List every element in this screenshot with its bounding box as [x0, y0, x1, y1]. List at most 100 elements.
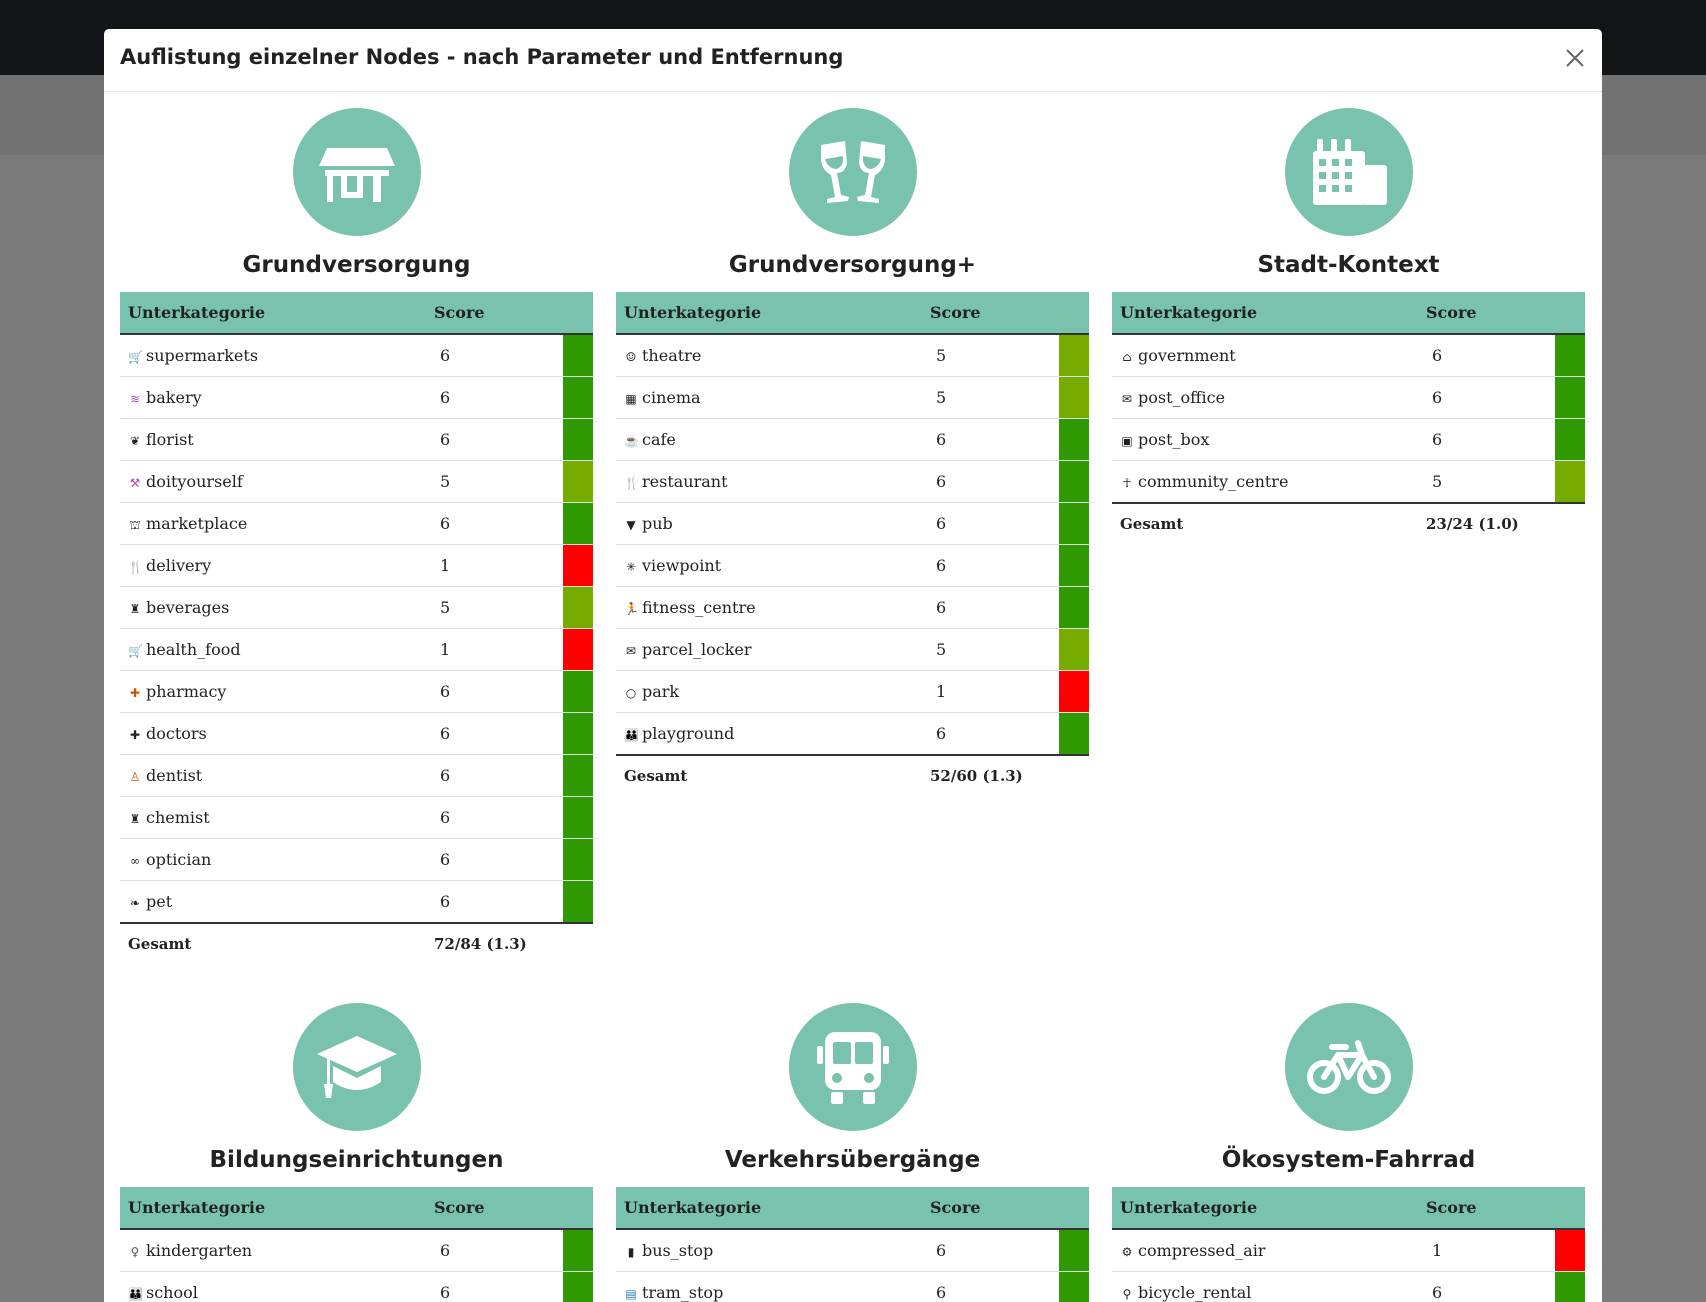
- score-table: Unterkategorie Score ⚙ compressed_air 1 ⚲ bicy…: [1112, 1187, 1585, 1302]
- table-row: ▦ cinema 5: [616, 376, 1089, 419]
- score-color-indicator: [1059, 628, 1089, 671]
- total-row: Gesamt 23/24 (1.0): [1112, 502, 1585, 544]
- children-icon: 👪: [624, 728, 639, 742]
- beer-icon: ▼: [626, 518, 636, 532]
- category-grundversorgung-: Grundversorgung+ Unterkategorie Score ☺ thea…: [616, 108, 1089, 796]
- bus-icon: ▮: [627, 1245, 635, 1259]
- subcategory-label: bus_stop: [642, 1241, 714, 1260]
- score-color-swatch: [563, 587, 593, 628]
- subcategory-cell: ▤ tram_stop: [616, 1271, 930, 1302]
- score-value: 6: [930, 502, 1059, 545]
- subcategory-label: bicycle_rental: [1138, 1283, 1252, 1302]
- bottles-icon: ♜: [129, 602, 141, 616]
- score-color-swatch: [1059, 629, 1089, 670]
- subcategory-cell: ≋ bakery: [120, 376, 434, 419]
- circle-icon: ○: [625, 686, 637, 700]
- glasses-toast-icon: [788, 108, 917, 236]
- subcategory-cell: ⚙ compressed_air: [1112, 1228, 1426, 1272]
- subcategory-cell: ☺ theatre: [616, 333, 930, 377]
- subcategory-cell: 👪 school: [120, 1271, 434, 1302]
- bread-icon: ≋: [129, 392, 141, 406]
- score-value: 1: [930, 670, 1059, 713]
- cutlery-icon: 🍴: [624, 476, 639, 490]
- column-header-score: Score: [434, 292, 593, 335]
- score-color-swatch: [563, 755, 593, 796]
- score-value: 6: [930, 712, 1059, 755]
- score-color-indicator: [563, 1271, 593, 1302]
- subcategory-label: viewpoint: [642, 556, 722, 575]
- category-title: Grundversorgung: [242, 252, 471, 278]
- score-color-swatch: [1059, 713, 1089, 754]
- glasses-icon: ∞: [130, 854, 140, 868]
- score-color-swatch: [563, 629, 593, 670]
- score-color-indicator: [563, 502, 593, 545]
- score-color-swatch: [1059, 671, 1089, 712]
- total-spacer: [1555, 502, 1585, 544]
- table-row: ▤ tram_stop 6: [616, 1271, 1089, 1302]
- score-color-indicator: [1555, 1271, 1585, 1302]
- score-value: 5: [434, 586, 563, 629]
- column-header-subcategory: Unterkategorie: [616, 1187, 930, 1230]
- close-button[interactable]: [1560, 43, 1590, 73]
- table-row: ≋ bakery 6: [120, 376, 593, 419]
- total-row: Gesamt 52/60 (1.3): [616, 754, 1089, 796]
- subcategory-label: post_office: [1138, 388, 1226, 407]
- table-row: ⌂ government 6: [1112, 333, 1585, 377]
- table-row: 👪 school 6: [120, 1271, 593, 1302]
- column-header-subcategory: Unterkategorie: [120, 292, 434, 335]
- subcategory-label: doctors: [146, 724, 207, 743]
- table-row: ○ park 1: [616, 670, 1089, 713]
- score-color-swatch: [1555, 335, 1585, 376]
- subcategory-cell: ▼ pub: [616, 502, 930, 545]
- score-value: 6: [434, 838, 563, 881]
- table-row: ♜ beverages 5: [120, 586, 593, 629]
- subcategory-cell: ▮ bus_stop: [616, 1228, 930, 1272]
- score-color-indicator: [1059, 1228, 1089, 1272]
- subcategory-label: playground: [642, 724, 735, 743]
- column-header-subcategory: Unterkategorie: [1112, 292, 1426, 335]
- score-value: 6: [434, 712, 563, 755]
- paw-icon: ❧: [129, 896, 141, 910]
- score-color-swatch: [563, 1272, 593, 1302]
- subcategory-cell: ▦ cinema: [616, 376, 930, 419]
- subcategory-cell: ❧ pet: [120, 880, 434, 923]
- envelope-icon: ✉: [1121, 392, 1133, 406]
- score-color-swatch: [1059, 335, 1089, 376]
- cart-icon: 🛒: [128, 350, 143, 364]
- subcategory-cell: 🛒 supermarkets: [120, 333, 434, 377]
- score-color-swatch: [1555, 1272, 1585, 1302]
- score-color-indicator: [563, 670, 593, 713]
- score-table: Unterkategorie Score ⌂ government 6 ✉ post_off…: [1112, 292, 1585, 544]
- government-icon: ⌂: [1122, 350, 1132, 364]
- score-color-indicator: [1555, 418, 1585, 461]
- score-table: Unterkategorie Score 🛒 supermarkets 6 ≋ bakery…: [120, 292, 593, 964]
- coffee-icon: ☕: [624, 434, 639, 448]
- medicine-icon: ✚: [129, 686, 141, 700]
- building-icon: [1284, 108, 1413, 236]
- score-color-swatch: [563, 545, 593, 586]
- subcategory-cell: ⚒ doityourself: [120, 460, 434, 503]
- score-color-indicator: [563, 838, 593, 881]
- score-value: 5: [434, 460, 563, 503]
- table-row: ❦ florist 6: [120, 418, 593, 461]
- score-color-indicator: [1059, 1271, 1089, 1302]
- score-value: 6: [434, 754, 563, 797]
- score-color-swatch: [1059, 419, 1089, 460]
- subcategory-cell: 🍴 restaurant: [616, 460, 930, 503]
- score-value: 6: [434, 880, 563, 923]
- category-grundversorgung: Grundversorgung Unterkategorie Score 🛒 super…: [120, 108, 593, 964]
- bicycle-icon: [1284, 1003, 1413, 1131]
- score-value: 6: [930, 418, 1059, 461]
- viewpoint-icon: ✳: [625, 560, 637, 574]
- table-row: ☺ theatre 5: [616, 333, 1089, 377]
- category-title: Ökosystem-Fahrrad: [1221, 1147, 1476, 1173]
- score-table: Unterkategorie Score ☺ theatre 5 ▦ cinema 5 ☕ caf…: [616, 292, 1089, 796]
- score-color-swatch: [563, 503, 593, 544]
- score-value: 6: [434, 376, 563, 419]
- score-color-swatch: [1059, 545, 1089, 586]
- score-value: 6: [930, 1271, 1059, 1302]
- column-header-score: Score: [930, 1187, 1089, 1230]
- subcategory-label: fitness_centre: [642, 598, 756, 617]
- film-icon: ▦: [625, 392, 637, 406]
- score-value: 6: [1426, 333, 1555, 377]
